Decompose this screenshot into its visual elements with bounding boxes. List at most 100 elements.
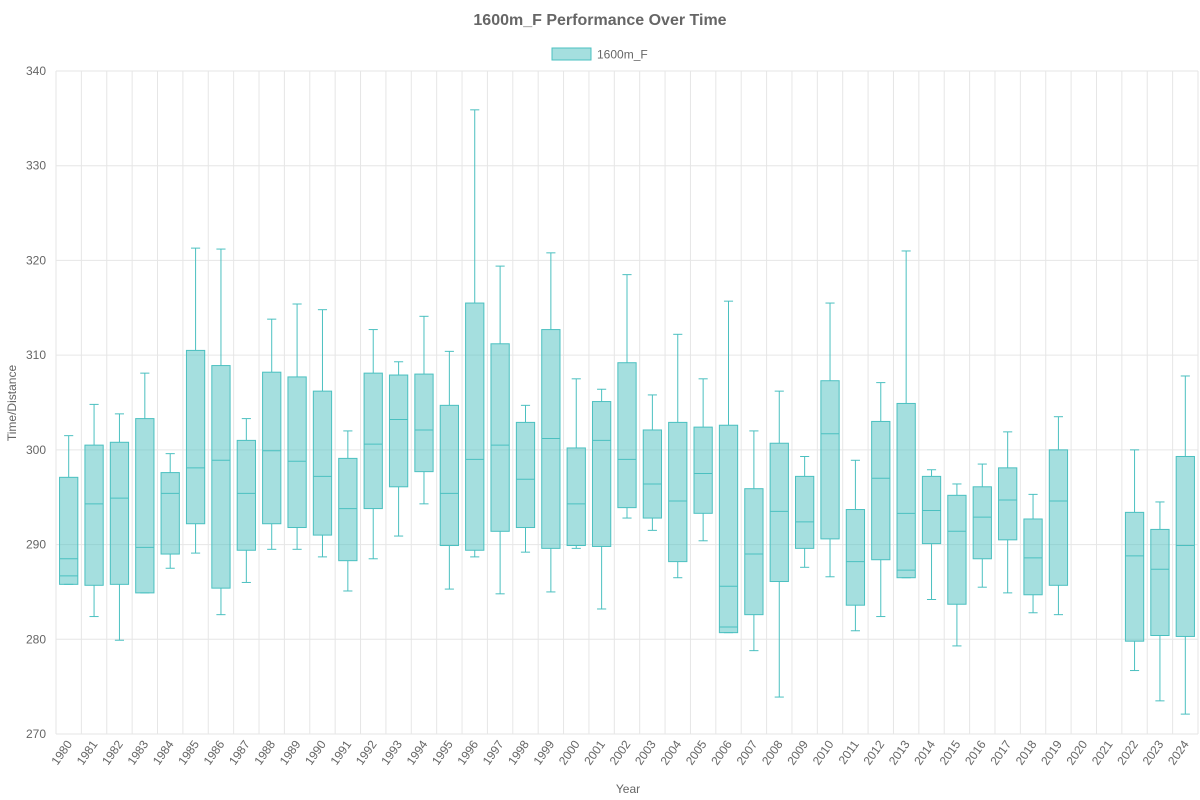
x-tick-label: 1987 (226, 737, 253, 767)
box-2001 (591, 388, 612, 610)
x-tick-label: 2021 (1089, 737, 1116, 767)
box-2005 (693, 378, 713, 542)
y-tick-label: 280 (26, 632, 46, 646)
x-tick-label: 2000 (556, 737, 583, 767)
box-2012 (871, 382, 891, 618)
box-2002 (617, 274, 637, 519)
y-tick-label: 320 (26, 253, 46, 267)
legend-swatch[interactable] (551, 47, 592, 61)
box-iqr (896, 402, 916, 579)
x-tick-label: 1988 (251, 737, 278, 767)
x-tick-label: 2013 (886, 737, 913, 767)
x-axis-title: Year (616, 782, 640, 796)
x-tick-label: 1993 (378, 737, 405, 767)
x-tick-label: 2023 (1140, 737, 1167, 767)
box-1988 (262, 318, 282, 550)
box-2009 (795, 455, 815, 568)
x-tick-label: 2004 (657, 737, 684, 767)
box-iqr (414, 373, 434, 473)
y-tick-label: 270 (26, 727, 46, 741)
box-iqr (744, 488, 764, 616)
y-axis-title: Time/Distance (5, 365, 19, 442)
box-2017 (998, 431, 1018, 594)
y-tick-label: 310 (26, 348, 46, 362)
box-iqr (668, 421, 688, 563)
box-1996 (465, 109, 485, 558)
box-2010 (820, 302, 840, 578)
x-tick-label: 2019 (1038, 737, 1065, 767)
x-tick-label: 1996 (454, 737, 481, 767)
x-tick-label: 1995 (429, 737, 456, 767)
x-tick-label: 1990 (302, 737, 329, 767)
legend[interactable]: 1600m_F (551, 47, 648, 62)
box-1993 (388, 361, 409, 537)
x-tick-label: 2010 (810, 737, 837, 767)
box-1989 (287, 303, 307, 550)
box-2013 (896, 250, 916, 579)
box-1983 (135, 372, 155, 594)
box-iqr (795, 475, 815, 549)
boxes (59, 109, 1195, 715)
box-1999 (541, 252, 561, 593)
box-iqr (820, 380, 840, 540)
legend-label[interactable]: 1600m_F (597, 48, 648, 62)
box-iqr (845, 509, 866, 606)
box-2008 (769, 390, 789, 698)
box-iqr (871, 420, 891, 561)
x-tick-label: 1999 (531, 737, 558, 767)
x-tick-label: 1992 (353, 737, 380, 767)
box-2023 (1150, 501, 1170, 702)
box-iqr (515, 421, 536, 529)
box-1994 (414, 315, 434, 505)
x-tick-label: 2008 (759, 737, 786, 767)
box-iqr (439, 404, 459, 547)
box-iqr (312, 390, 333, 536)
box-iqr (84, 444, 104, 586)
box-2000 (566, 378, 586, 549)
x-tick-label: 2012 (860, 737, 887, 767)
box-1992 (363, 329, 383, 560)
box-1997 (490, 265, 510, 595)
box-iqr (236, 439, 256, 551)
box-iqr (1023, 518, 1043, 596)
y-axis: 270 280 290 300 310 320 330 340 (26, 64, 46, 741)
box-2018 (1023, 493, 1043, 614)
box-2014 (921, 469, 942, 601)
x-tick-label: 2014 (911, 737, 938, 767)
box-2022 (1124, 449, 1145, 672)
x-tick-label: 1983 (124, 737, 151, 767)
box-iqr (769, 442, 789, 583)
box-1982 (109, 413, 130, 641)
box-iqr (617, 362, 637, 509)
box-2006 (718, 300, 739, 634)
box-iqr (185, 349, 206, 525)
box-iqr (718, 424, 739, 634)
box-1984 (160, 453, 180, 569)
box-1980 (59, 435, 79, 585)
x-tick-label: 1989 (277, 737, 304, 767)
y-tick-label: 300 (26, 443, 46, 457)
x-tick-label: 1985 (175, 737, 202, 767)
x-tick-label: 2015 (937, 737, 964, 767)
box-2007 (744, 430, 764, 652)
box-iqr (1124, 511, 1145, 642)
box-1991 (338, 430, 358, 592)
box-2004 (668, 333, 688, 579)
box-iqr (490, 343, 510, 532)
x-tick-label: 1991 (328, 737, 355, 767)
box-iqr (566, 447, 586, 547)
y-tick-label: 340 (26, 64, 46, 78)
box-1998 (515, 404, 536, 553)
x-tick-label: 1984 (150, 737, 177, 767)
box-iqr (59, 476, 79, 585)
box-iqr (465, 302, 485, 551)
x-tick-label: 1986 (201, 737, 228, 767)
box-iqr (388, 374, 409, 488)
box-iqr (135, 418, 155, 594)
box-1995 (439, 350, 459, 590)
box-iqr (1150, 528, 1170, 636)
box-2024 (1175, 375, 1195, 715)
x-tick-label: 2024 (1165, 737, 1192, 767)
x-tick-label: 2003 (632, 737, 659, 767)
